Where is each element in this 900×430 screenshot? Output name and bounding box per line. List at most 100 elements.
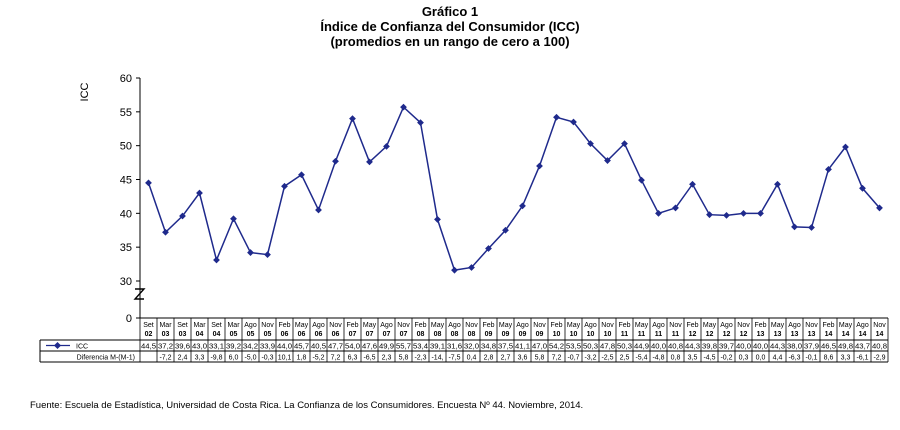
x-tick-label-month: Nov <box>533 322 546 329</box>
x-tick-label-year: 11 <box>621 331 629 338</box>
chart-title-line3: (promedios en un rango de cero a 100) <box>330 34 570 49</box>
y-tick-label: 35 <box>120 242 132 254</box>
table-cell-diferencia: -9,8 <box>210 355 222 362</box>
table-cell-diferencia: 10,1 <box>278 355 292 362</box>
x-tick-label-month: Feb <box>346 322 358 329</box>
x-tick-label-month: Feb <box>414 322 426 329</box>
icc-data-point <box>791 223 798 231</box>
table-cell-diferencia: 3,5 <box>688 355 698 362</box>
table-cell-icc: 40,0 <box>736 344 751 351</box>
chart-title-line2: Índice de Confianza del Consumidor (ICC) <box>320 19 580 34</box>
table-cell-icc: 53,5 <box>566 344 581 351</box>
x-tick-label-year: 13 <box>774 331 782 338</box>
table-cell-diferencia: 3,3 <box>195 355 205 362</box>
table-cell-diferencia: 2,3 <box>382 355 392 362</box>
legend-label-icc: ICC <box>76 344 88 351</box>
table-cell-icc: 38,0 <box>787 344 802 351</box>
x-tick-label-year: 07 <box>383 331 391 338</box>
table-cell-icc: 43,0 <box>192 344 207 351</box>
x-tick-label-year: 07 <box>366 331 374 338</box>
table-cell-icc: 40,8 <box>668 344 683 351</box>
x-tick-label-month: May <box>499 322 513 329</box>
table-cell-icc: 47,7 <box>328 344 343 351</box>
icc-data-point <box>366 158 373 166</box>
table-cell-icc: 39,2 <box>226 344 241 351</box>
x-tick-label-month: Ago <box>244 322 257 329</box>
table-cell-diferencia: -2,5 <box>601 355 613 362</box>
x-tick-label-month: Nov <box>873 322 886 329</box>
table-cell-icc: 44,5 <box>141 344 156 351</box>
x-tick-label-month: Set <box>177 322 188 329</box>
icc-data-point <box>519 202 526 210</box>
icc-data-point <box>468 264 475 271</box>
x-tick-label-year: 13 <box>791 331 799 338</box>
table-cell-icc: 54,2 <box>549 344 564 351</box>
x-tick-label-year: 04 <box>196 331 204 338</box>
table-cell-diferencia: -0,3 <box>261 355 273 362</box>
table-cell-diferencia: -3,2 <box>584 355 596 362</box>
icc-data-point <box>774 180 781 188</box>
table-cell-icc: 39,1 <box>430 344 445 351</box>
icc-data-point <box>315 206 322 214</box>
icc-data-point <box>502 226 509 234</box>
table-cell-diferencia: -0,2 <box>720 355 732 362</box>
table-cell-icc: 55,7 <box>396 344 411 351</box>
axis-break-marker <box>133 288 146 300</box>
icc-data-point <box>417 119 424 127</box>
icc-data-point <box>349 115 356 122</box>
x-tick-label-month: May <box>839 322 853 329</box>
icc-data-point <box>196 189 203 197</box>
icc-data-point <box>876 204 883 212</box>
icc-data-point <box>332 157 339 165</box>
x-tick-label-month: May <box>295 322 309 329</box>
x-tick-label-year: 05 <box>247 331 255 338</box>
x-tick-label-year: 10 <box>604 331 612 338</box>
icc-data-point <box>145 179 152 187</box>
legend-marker-icc <box>53 341 62 350</box>
table-cell-icc: 44,3 <box>770 344 785 351</box>
table-cell-icc: 43,7 <box>855 344 870 351</box>
x-tick-label-month: Feb <box>278 322 290 329</box>
icc-data-point <box>179 212 186 220</box>
x-tick-label-year: 07 <box>349 331 357 338</box>
icc-data-point <box>808 224 815 231</box>
x-tick-label-year: 11 <box>672 331 680 338</box>
icc-data-point <box>434 216 441 223</box>
x-tick-label-year: 06 <box>298 331 306 338</box>
x-tick-label-month: May <box>703 322 717 329</box>
table-cell-icc: 49,8 <box>838 344 853 351</box>
table-cell-icc: 47,6 <box>362 344 377 351</box>
x-tick-label-year: 03 <box>162 331 170 338</box>
icc-series-line <box>147 105 881 272</box>
table-cell-icc: 45,7 <box>294 344 309 351</box>
table-cell-diferencia: 0,4 <box>467 355 477 362</box>
table-cell-diferencia: 0,3 <box>739 355 749 362</box>
x-tick-label-month: Nov <box>465 322 478 329</box>
table-cell-diferencia: 3,3 <box>841 355 851 362</box>
x-tick-label-year: 11 <box>638 331 646 338</box>
x-tick-label-month: Ago <box>856 322 869 329</box>
table-cell-icc: 37,5 <box>498 344 513 351</box>
x-tick-label-month: May <box>771 322 785 329</box>
table-cell-diferencia: 6,3 <box>348 355 358 362</box>
icc-data-point <box>536 162 543 170</box>
table-cell-icc: 50,3 <box>583 344 598 351</box>
x-tick-label-year: 08 <box>434 331 442 338</box>
x-tick-label-month: Ago <box>652 322 665 329</box>
icc-data-point <box>757 209 764 217</box>
table-cell-diferencia: 2,4 <box>178 355 188 362</box>
x-tick-label-month: Set <box>143 322 154 329</box>
x-tick-label-month: Feb <box>754 322 766 329</box>
table-cell-diferencia: 8,6 <box>824 355 834 362</box>
x-tick-label-month: Ago <box>788 322 801 329</box>
x-tick-label-year: 02 <box>145 331 153 338</box>
icc-data-point <box>706 211 713 219</box>
icc-data-point <box>162 228 169 236</box>
x-tick-label-year: 05 <box>230 331 238 338</box>
icc-data-point <box>281 182 288 190</box>
table-cell-diferencia: 2,8 <box>484 355 494 362</box>
x-tick-label-month: Ago <box>312 322 325 329</box>
x-tick-label-year: 06 <box>281 331 289 338</box>
icc-data-point <box>655 209 662 217</box>
